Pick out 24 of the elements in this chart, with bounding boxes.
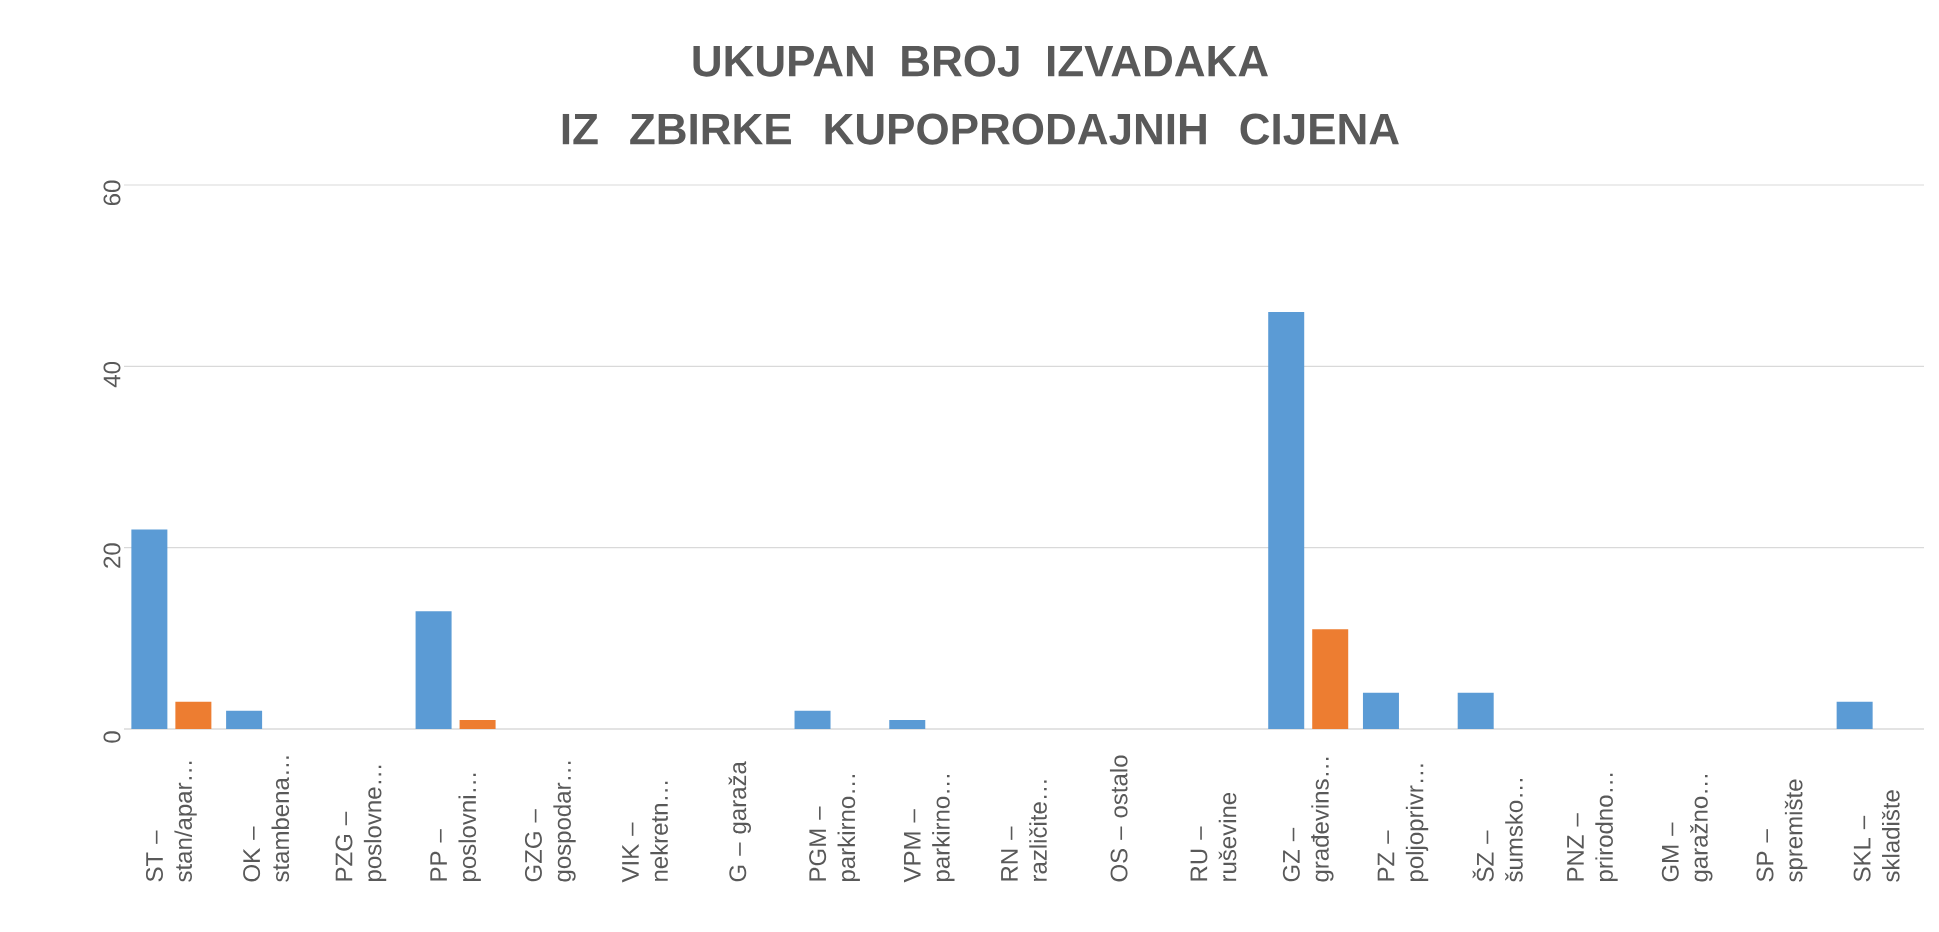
x-tick-label: GZ – građevins… [1282,757,1334,882]
x-tick-label: PGM – parkirno… [809,775,860,881]
x-tick-label: GM – garažno… [1661,775,1713,882]
x-tick-label: GZG – gospodar… [524,761,576,882]
x-tick-label: RU – ruševine [1190,792,1237,881]
x-tick-label: PZG – poslovne… [335,765,387,881]
x-tick-label: PNZ – prirodno… [1567,773,1618,881]
y-tick-label: 20 [103,543,121,568]
x-tick-label: ST – stan/apar… [145,761,197,882]
x-tick-label: SKL – skladište [1853,790,1900,882]
x-tick-label: VIK – nekretn… [622,781,668,883]
y-tick-label: 40 [103,361,121,388]
chart-title: UKUPAN BROJ IZVADAKA IZ ZBIRKE KUPOPRODAJNIH CIJENA [562,45,1399,145]
x-tick-label: PP – poslovni… [430,773,481,881]
x-tick-label: SP – spremište [1756,779,1808,882]
x-tick-label: G – garaža [728,761,752,882]
x-tick-label: RN – različite… [1001,780,1047,881]
y-tick-label: 0 [103,731,121,743]
x-tick-label: PZ – poljoprivr… [1377,764,1429,881]
y-tick-label: 60 [103,180,121,206]
x-tick-label: OK – stambena… [243,756,290,882]
x-tick-label: VPM – parkirno… [904,775,955,883]
x-tick-label: OS – ostalo [1109,755,1128,882]
x-tick-label: ŠZ – šumsko… [1472,779,1523,882]
